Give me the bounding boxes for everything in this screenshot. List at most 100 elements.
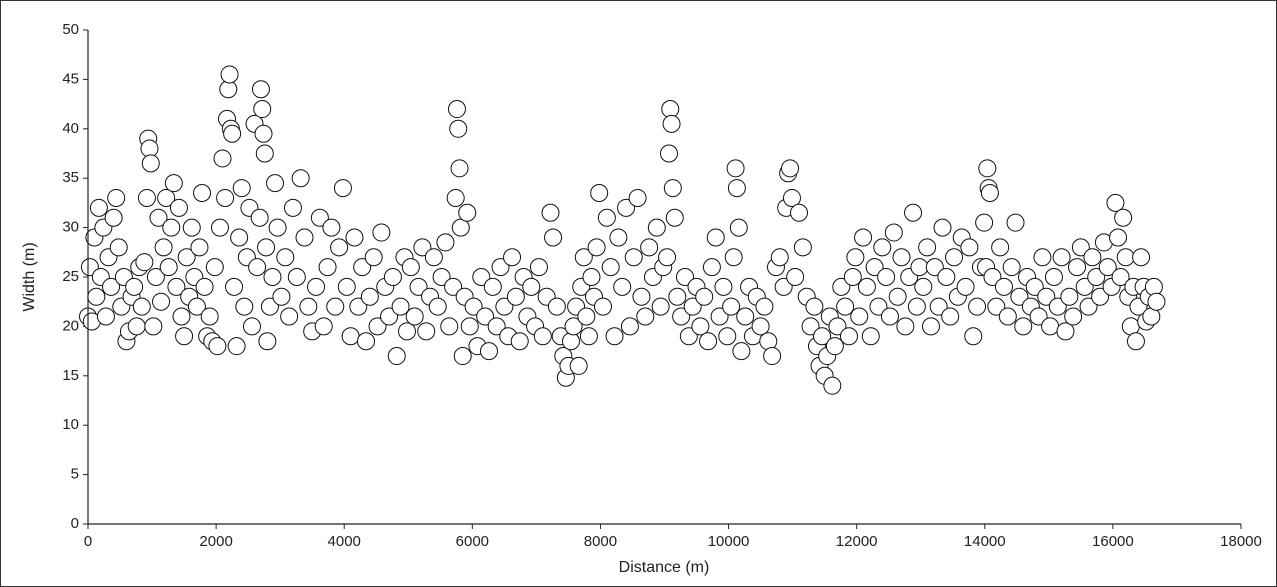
point — [541, 203, 560, 222]
point — [1079, 297, 1098, 316]
y-tick-label: 10 — [62, 416, 79, 433]
point — [823, 376, 842, 395]
point — [506, 287, 525, 306]
point — [636, 307, 655, 326]
point — [632, 287, 651, 306]
point — [854, 228, 873, 247]
point — [732, 342, 751, 361]
point — [287, 268, 306, 286]
y-tick-label: 40 — [62, 120, 79, 137]
point — [991, 238, 1010, 257]
point — [825, 337, 844, 356]
point — [227, 337, 246, 356]
point — [146, 268, 165, 286]
point — [132, 297, 151, 316]
y-tick-label: 50 — [62, 21, 79, 38]
point — [87, 287, 106, 306]
x-tick-label: 10000 — [708, 533, 750, 550]
point — [1091, 287, 1110, 306]
point — [200, 307, 219, 326]
point — [458, 203, 477, 222]
x-tick-label: 14000 — [964, 533, 1006, 550]
point — [980, 184, 999, 203]
point — [846, 248, 865, 267]
point — [272, 287, 291, 306]
point — [801, 317, 820, 336]
point — [706, 228, 725, 247]
point — [522, 277, 541, 296]
point — [1025, 277, 1044, 296]
point — [718, 327, 737, 346]
point — [357, 332, 376, 351]
point — [1116, 248, 1135, 267]
point — [1109, 228, 1128, 247]
point — [213, 149, 232, 168]
point — [169, 198, 188, 217]
point — [601, 258, 620, 277]
point — [401, 258, 420, 277]
point — [561, 332, 580, 351]
point — [574, 248, 593, 267]
point — [318, 258, 337, 277]
point — [307, 277, 326, 296]
point — [472, 268, 491, 286]
point — [1106, 193, 1125, 212]
y-tick-label: 30 — [62, 219, 79, 236]
point — [190, 238, 209, 257]
point — [291, 169, 310, 188]
point — [162, 218, 181, 237]
point — [479, 342, 498, 361]
point — [975, 213, 994, 232]
y-tick-label: 15 — [62, 367, 79, 384]
point — [921, 317, 940, 336]
point — [843, 268, 862, 286]
point — [759, 332, 778, 351]
point — [1114, 208, 1133, 227]
point — [964, 327, 983, 346]
point — [503, 248, 522, 267]
point — [763, 347, 782, 366]
point — [449, 119, 468, 138]
point — [640, 238, 659, 257]
point — [805, 297, 824, 316]
point — [210, 218, 229, 237]
x-tick-label: 2000 — [199, 533, 232, 550]
point — [230, 228, 249, 247]
point — [107, 188, 126, 207]
point — [391, 297, 410, 316]
point — [487, 317, 506, 336]
point — [137, 188, 156, 207]
point — [579, 327, 598, 346]
point — [216, 188, 235, 207]
point — [781, 159, 800, 178]
y-tick-label: 25 — [62, 268, 79, 285]
point — [782, 188, 801, 207]
y-tick-label: 35 — [62, 169, 79, 186]
point — [1147, 292, 1166, 311]
point — [1075, 277, 1094, 296]
point — [722, 297, 741, 316]
axes: 0 5 10 15 20 25 30 35 40 45 50 0 2000 4000 6000 8000 100… — [62, 21, 1262, 550]
point — [729, 218, 748, 237]
point — [432, 268, 451, 286]
point — [1068, 258, 1087, 277]
x-tick-label: 4000 — [328, 533, 361, 550]
point — [925, 258, 944, 277]
point — [714, 277, 733, 296]
point — [1002, 258, 1021, 277]
point — [529, 258, 548, 277]
point — [444, 277, 463, 296]
point — [193, 184, 212, 203]
point — [983, 268, 1002, 286]
point — [726, 159, 745, 178]
point — [683, 297, 702, 316]
point — [956, 277, 975, 296]
point — [790, 203, 809, 222]
point — [1052, 248, 1071, 267]
point — [310, 208, 329, 227]
point — [647, 218, 666, 237]
point — [424, 248, 443, 267]
point — [417, 322, 436, 341]
point — [813, 327, 832, 346]
